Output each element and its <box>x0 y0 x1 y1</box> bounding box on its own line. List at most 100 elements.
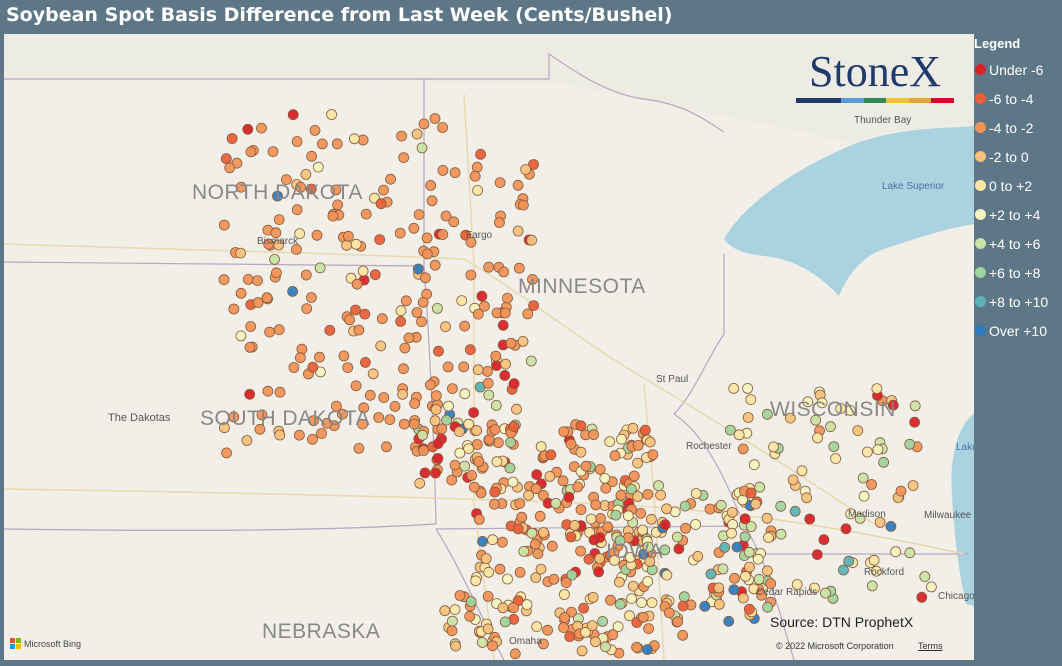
terms-link[interactable]: Terms <box>918 641 943 651</box>
price-site-marker[interactable] <box>353 442 365 454</box>
price-site-marker[interactable] <box>254 423 266 435</box>
price-site-marker[interactable] <box>442 361 454 373</box>
price-site-marker[interactable] <box>532 548 544 560</box>
price-site-marker[interactable] <box>511 403 522 415</box>
price-site-marker[interactable] <box>483 566 495 578</box>
price-site-marker[interactable] <box>489 424 501 435</box>
price-site-marker[interactable] <box>433 345 444 357</box>
price-site-marker[interactable] <box>810 414 822 426</box>
price-site-marker[interactable] <box>508 378 520 390</box>
price-site-marker[interactable] <box>576 645 588 657</box>
price-site-marker[interactable] <box>396 130 408 142</box>
price-site-marker[interactable] <box>290 243 302 255</box>
price-site-marker[interactable] <box>348 133 360 145</box>
price-site-marker[interactable] <box>274 429 286 441</box>
price-site-marker[interactable] <box>416 316 427 328</box>
price-site-marker[interactable] <box>616 433 627 445</box>
price-site-marker[interactable] <box>514 567 526 578</box>
price-site-marker[interactable] <box>264 326 276 338</box>
price-site-marker[interactable] <box>263 238 275 250</box>
price-site-marker[interactable] <box>926 581 937 593</box>
price-site-marker[interactable] <box>395 315 407 327</box>
price-site-marker[interactable] <box>336 408 348 420</box>
price-site-marker[interactable] <box>812 432 823 444</box>
price-site-marker[interactable] <box>737 592 749 604</box>
price-site-marker[interactable] <box>470 575 482 587</box>
price-site-marker[interactable] <box>787 474 799 486</box>
price-site-marker[interactable] <box>432 452 444 464</box>
price-site-marker[interactable] <box>801 492 812 504</box>
price-site-marker[interactable] <box>550 497 562 509</box>
price-site-marker[interactable] <box>748 459 760 471</box>
price-site-marker[interactable] <box>353 324 365 336</box>
price-site-marker[interactable] <box>525 355 537 367</box>
price-site-marker[interactable] <box>809 582 820 594</box>
price-site-marker[interactable] <box>414 477 426 489</box>
price-site-marker[interactable] <box>523 489 534 501</box>
price-site-marker[interactable] <box>459 388 471 400</box>
price-site-marker[interactable] <box>242 273 254 285</box>
price-site-marker[interactable] <box>492 437 504 449</box>
price-site-marker[interactable] <box>737 443 749 455</box>
price-site-marker[interactable] <box>471 161 483 173</box>
price-site-marker[interactable] <box>742 382 753 394</box>
price-site-marker[interactable] <box>659 519 671 531</box>
price-site-marker[interactable] <box>458 361 470 373</box>
price-site-marker[interactable] <box>417 429 428 441</box>
price-site-marker[interactable] <box>756 589 767 601</box>
price-site-marker[interactable] <box>464 344 476 356</box>
price-site-marker[interactable] <box>446 383 458 395</box>
price-site-marker[interactable] <box>421 232 433 244</box>
price-site-marker[interactable] <box>531 621 543 632</box>
price-site-marker[interactable] <box>858 490 870 502</box>
price-site-marker[interactable] <box>252 297 264 308</box>
price-site-marker[interactable] <box>465 596 477 607</box>
price-site-marker[interactable] <box>482 377 494 389</box>
price-site-marker[interactable] <box>534 510 546 522</box>
price-site-marker[interactable] <box>218 219 230 231</box>
price-site-marker[interactable] <box>737 494 748 506</box>
price-site-marker[interactable] <box>904 438 916 450</box>
price-site-marker[interactable] <box>514 498 526 509</box>
price-site-marker[interactable] <box>818 534 830 546</box>
price-site-marker[interactable] <box>632 457 643 469</box>
price-site-marker[interactable] <box>397 388 409 400</box>
price-site-marker[interactable] <box>494 177 506 189</box>
price-site-marker[interactable] <box>261 292 273 304</box>
price-site-marker[interactable] <box>564 631 576 642</box>
price-site-marker[interactable] <box>497 602 509 614</box>
price-site-marker[interactable] <box>802 396 814 408</box>
price-site-marker[interactable] <box>244 341 256 353</box>
price-site-marker[interactable] <box>357 265 369 277</box>
map[interactable]: NORTH DAKOTA SOUTH DAKOTA MINNESOTA WISC… <box>4 34 974 660</box>
price-site-marker[interactable] <box>535 441 547 452</box>
price-site-marker[interactable] <box>518 199 529 211</box>
price-site-marker[interactable] <box>417 296 429 308</box>
price-site-marker[interactable] <box>512 225 524 237</box>
price-site-marker[interactable] <box>559 589 570 600</box>
price-site-marker[interactable] <box>241 435 253 446</box>
price-site-marker[interactable] <box>437 122 449 133</box>
price-site-marker[interactable] <box>765 578 777 589</box>
price-site-marker[interactable] <box>578 602 589 614</box>
price-site-marker[interactable] <box>587 592 599 603</box>
price-site-marker[interactable] <box>614 535 626 547</box>
price-site-marker[interactable] <box>419 467 431 479</box>
price-site-marker[interactable] <box>866 479 877 490</box>
price-site-marker[interactable] <box>719 542 731 553</box>
price-site-marker[interactable] <box>471 425 483 436</box>
price-site-marker[interactable] <box>374 234 386 246</box>
price-site-marker[interactable] <box>919 571 931 582</box>
price-site-marker[interactable] <box>520 164 532 175</box>
price-site-marker[interactable] <box>480 553 492 564</box>
price-site-marker[interactable] <box>538 527 549 538</box>
price-site-marker[interactable] <box>580 627 591 638</box>
price-site-marker[interactable] <box>490 399 502 411</box>
legend-item[interactable]: -2 to 0 <box>974 142 1060 171</box>
price-site-marker[interactable] <box>731 541 743 553</box>
price-site-marker[interactable] <box>398 152 410 163</box>
price-site-marker[interactable] <box>743 546 755 558</box>
price-site-marker[interactable] <box>300 168 312 180</box>
price-site-marker[interactable] <box>288 362 300 373</box>
price-site-marker[interactable] <box>558 426 570 438</box>
